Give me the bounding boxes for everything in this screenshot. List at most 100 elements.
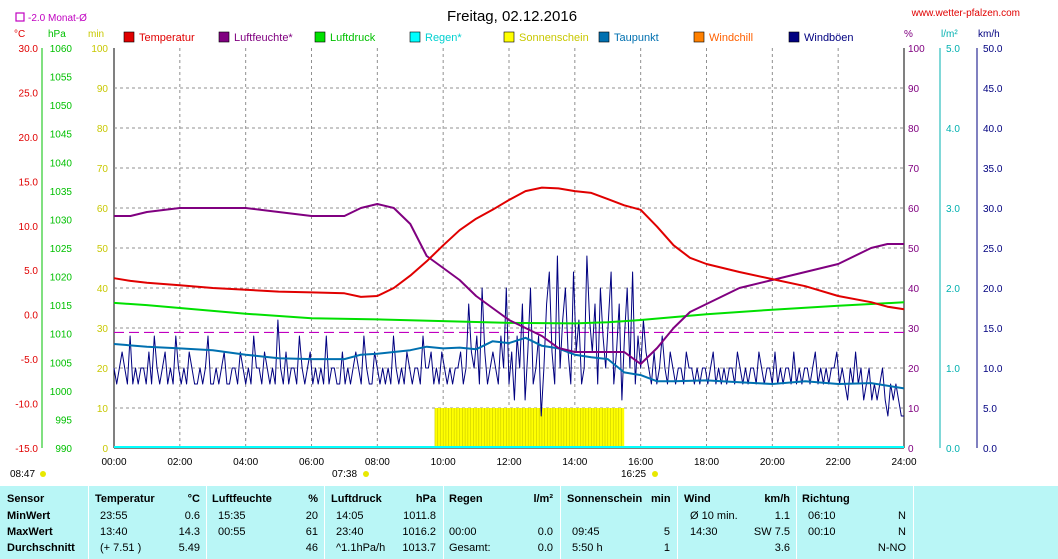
legend-swatch xyxy=(218,31,230,43)
header-luftfeuchte-unit: % xyxy=(308,493,318,505)
sunshine-tick-label: 50 xyxy=(97,244,109,255)
month-avg-label: -2.0 Monat-Ø xyxy=(28,13,87,24)
humidity-tick-label: 0 xyxy=(908,444,914,455)
legend-label: Windböen xyxy=(804,32,854,44)
site-link[interactable]: www.wetter-pfalzen.com xyxy=(911,8,1020,19)
regen-value: 0.0 xyxy=(537,526,553,538)
header-temperatur-unit: °C xyxy=(187,493,200,505)
wind-tick-label: 10.0 xyxy=(983,364,1003,375)
pressure-series-line xyxy=(113,301,905,325)
pressure-tick-label: 990 xyxy=(55,444,72,455)
humidity-tick-label: 90 xyxy=(908,84,920,95)
x-tick-label: 06:00 xyxy=(299,457,324,468)
wind-tick-label: 45.0 xyxy=(983,84,1003,95)
richtung-time: 00:10 xyxy=(808,526,836,538)
temperature-tick-label: 10.0 xyxy=(19,222,39,233)
header-sonnenschein: Sonnenschein xyxy=(567,493,643,505)
temperatur-value: 5.49 xyxy=(178,542,200,554)
rain-tick-label: 5.0 xyxy=(946,44,960,55)
legend-swatch xyxy=(123,31,135,43)
legend-label: Luftdruck xyxy=(330,32,376,44)
pressure-tick-label: 1045 xyxy=(50,130,73,141)
temperature-tick-label: 5.0 xyxy=(24,266,38,277)
luftfeuchte-value: 20 xyxy=(305,510,318,522)
stats-divider xyxy=(324,486,325,559)
moonrise-time: 08:47 xyxy=(10,469,35,480)
richtung-value: N xyxy=(898,526,906,538)
temperature-tick-label: -15.0 xyxy=(15,444,38,455)
humidity-series-line xyxy=(114,203,904,365)
chart-title: Freitag, 02.12.2016 xyxy=(447,8,577,25)
pressure-tick-label: 1005 xyxy=(50,358,73,369)
richtung-value: N-NO xyxy=(877,542,906,554)
x-tick-label: 10:00 xyxy=(431,457,456,468)
pressure-tick-label: 1055 xyxy=(50,73,73,84)
stats-divider xyxy=(206,486,207,559)
month-avg-icon xyxy=(15,12,25,22)
pressure-tick-label: 1030 xyxy=(50,215,73,226)
pressure-tick-label: 1010 xyxy=(50,330,73,341)
weather-chart: 30.0 25.0 20.0 15.0 10.0 5.0 0.0 -5.0 -10.0 -15.0… xyxy=(10,8,1020,480)
regen-time: 00:00 xyxy=(449,526,477,538)
sun-icon xyxy=(40,471,46,477)
sunrise-icon xyxy=(363,471,369,477)
unit-percent: % xyxy=(904,29,913,40)
humidity-tick-label: 40 xyxy=(908,284,920,295)
sunshine-tick-label: 80 xyxy=(97,124,109,135)
sunrise-time: 07:38 xyxy=(332,469,357,480)
pressure-tick-label: 995 xyxy=(55,415,72,426)
humidity-tick-label: 80 xyxy=(908,124,920,135)
x-tick-label: 24:00 xyxy=(891,457,916,468)
sunshine-bar xyxy=(434,408,625,448)
x-tick-label: 02:00 xyxy=(167,457,192,468)
temperatur-value: 14.3 xyxy=(178,526,200,538)
sunshine-tick-label: 100 xyxy=(91,44,108,55)
wind-tick-label: 0.0 xyxy=(983,444,997,455)
rain-tick-label: 3.0 xyxy=(946,204,960,215)
unit-min: min xyxy=(88,29,104,40)
sunset-marker: 16:25 xyxy=(621,469,658,480)
temperature-tick-label: 30.0 xyxy=(19,44,39,55)
legend-label: Regen* xyxy=(425,32,462,44)
sunset-time: 16:25 xyxy=(621,469,646,480)
pressure-tick-label: 1000 xyxy=(50,387,73,398)
wind-tick-label: 30.0 xyxy=(983,204,1003,215)
row-label: MinWert xyxy=(7,510,51,522)
header-luftdruck: Luftdruck xyxy=(331,493,382,505)
temperature-tick-label: 15.0 xyxy=(19,177,39,188)
sunset-icon xyxy=(652,471,658,477)
x-tick-label: 18:00 xyxy=(694,457,719,468)
wind-tick-label: 50.0 xyxy=(983,44,1003,55)
humidity-tick-label: 100 xyxy=(908,44,925,55)
wind-tick-label: 35.0 xyxy=(983,164,1003,175)
regen-time: Gesamt: xyxy=(449,542,491,554)
pressure-tick-label: 1060 xyxy=(50,44,73,55)
legend-label: Temperatur xyxy=(139,32,195,44)
temperature-series-line xyxy=(113,186,905,311)
temperature-tick-label: 0.0 xyxy=(24,311,38,322)
x-tick-label: 08:00 xyxy=(365,457,390,468)
wind-time: Ø 10 min. xyxy=(690,510,738,522)
sonnenschein-time: 09:45 xyxy=(572,526,600,538)
sonnenschein-time: 5:50 h xyxy=(572,542,603,554)
wind-time: 14:30 xyxy=(690,526,718,538)
luftfeuchte-time: 15:35 xyxy=(218,510,246,522)
wind-tick-label: 25.0 xyxy=(983,244,1003,255)
header-regen-unit: l/m² xyxy=(533,493,553,505)
row-label: MaxWert xyxy=(7,526,53,538)
header-sonnenschein-unit: min xyxy=(651,493,671,505)
sunshine-tick-label: 40 xyxy=(97,284,109,295)
luftdruck-value: 1011.8 xyxy=(403,510,436,522)
legend-label: Taupunkt xyxy=(614,32,659,44)
legend-swatch xyxy=(409,31,421,43)
row-label: Durchschnitt xyxy=(7,542,75,554)
legend-label: Sonnenschein xyxy=(519,32,589,44)
luftdruck-value: 1016.2 xyxy=(402,526,436,538)
header-luftdruck-unit: hPa xyxy=(415,493,436,505)
stats-divider xyxy=(560,486,561,559)
wind-tick-label: 5.0 xyxy=(983,404,997,415)
stats-panel: Sensor Temperatur °C Luftfeuchte % Luftd… xyxy=(0,486,1058,559)
unit-lm2: l/m² xyxy=(941,29,958,40)
pressure-tick-label: 1020 xyxy=(50,273,73,284)
sunrise-marker: 07:38 xyxy=(332,469,369,480)
